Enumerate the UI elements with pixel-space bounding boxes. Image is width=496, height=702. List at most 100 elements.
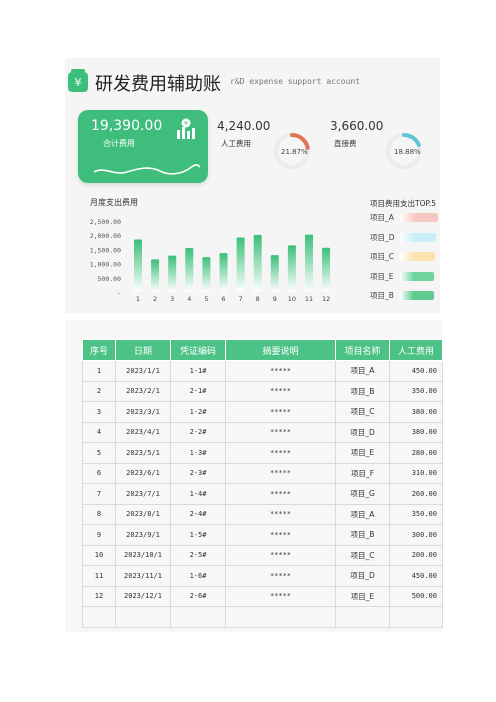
- table-row: 4 2023/4/1 2-2# ***** 项目_D 380.00: [82, 421, 443, 443]
- top5-title: 项目费用支出TOP.5: [370, 199, 436, 208]
- top5-item-bar: [400, 291, 434, 300]
- table-cell: *****: [225, 380, 336, 402]
- column-header: 摘要说明: [225, 339, 336, 361]
- monthly-chart-title: 月度支出费用: [90, 198, 138, 207]
- bar-month-10: [287, 245, 296, 292]
- table-cell: 500.00: [389, 585, 443, 607]
- table-row: 6 2023/6/1 2-3# ***** 项目_F 310.00: [82, 462, 443, 484]
- total-expense-value: 19,390.00: [91, 118, 163, 134]
- top5-item-bar: [400, 252, 436, 261]
- table-cell: 2-4#: [170, 503, 226, 525]
- table-cell: *****: [225, 421, 336, 443]
- table-cell: 2023/6/1: [115, 462, 171, 484]
- total-expense-card: 19,390.00 合计费用 ¥: [78, 110, 208, 183]
- table-cell: 300.00: [389, 524, 443, 546]
- x-tick-label: 10: [288, 295, 296, 303]
- bar-month-9: [270, 255, 279, 292]
- top5-item-label: 项目_B: [370, 291, 394, 300]
- bar-month-12: [322, 247, 331, 292]
- bar-month-7: [236, 237, 245, 292]
- table-cell: 350.00: [389, 380, 443, 402]
- table-cell: 2023/11/1: [115, 565, 171, 587]
- table-cell: 项目_C: [335, 544, 390, 566]
- table-cell: 9: [82, 524, 116, 546]
- bar-month-3: [168, 255, 177, 292]
- direct-ratio-arc: [386, 133, 422, 169]
- table-cell: *****: [225, 503, 336, 525]
- table-cell: [225, 606, 336, 628]
- table-cell: *****: [225, 462, 336, 484]
- column-header: 项目名称: [335, 339, 390, 361]
- table-cell: 350.00: [389, 503, 443, 525]
- table-cell: 2-3#: [170, 462, 226, 484]
- labor-ratio-label: 21.87%: [281, 148, 308, 156]
- table-cell: *****: [225, 544, 336, 566]
- table-cell: 7: [82, 483, 116, 505]
- labor-expense-label: 人工费用: [221, 139, 251, 148]
- table-row: 9 2023/9/1 1-5# ***** 项目_B 300.00: [82, 524, 443, 546]
- table-row: [82, 606, 443, 628]
- monthly-expense-chart: 2,500.00 2,000.00 1,500.00 1,000.00 500.00 - 1…: [90, 218, 331, 303]
- table-cell: 项目_G: [335, 483, 390, 505]
- table-cell: 280.00: [389, 442, 443, 464]
- table-cell: *****: [225, 442, 336, 464]
- top5-item-label: 项目_C: [370, 252, 394, 261]
- table-cell: *****: [225, 401, 336, 423]
- table-cell: 项目_C: [335, 401, 390, 423]
- table-cell: 项目_D: [335, 421, 390, 443]
- labor-expense-value: 4,240.00: [217, 119, 271, 133]
- table-cell: 310.00: [389, 462, 443, 484]
- bar-month-5: [202, 257, 211, 292]
- table-cell: 1: [82, 360, 116, 382]
- table-cell: *****: [225, 483, 336, 505]
- table-cell: *****: [225, 565, 336, 587]
- x-tick-label: 6: [221, 295, 225, 303]
- table-cell: 2023/7/1: [115, 483, 171, 505]
- table-row: 1 2023/1/1 1-1# ***** 项目_A 450.00: [82, 360, 443, 382]
- table-cell: 380.00: [389, 401, 443, 423]
- bar-month-2: [151, 259, 160, 292]
- table-cell: 项目_A: [335, 360, 390, 382]
- dashboard-panel: [65, 58, 440, 313]
- svg-text:¥: ¥: [184, 121, 188, 128]
- table-cell: 5: [82, 442, 116, 464]
- top5-item-label: 项目_D: [370, 232, 395, 242]
- top5-item-label: 项目_E: [370, 271, 394, 281]
- table-cell: 项目_D: [335, 565, 390, 587]
- table-cell: 2023/2/1: [115, 380, 171, 402]
- x-tick-label: 12: [322, 295, 330, 303]
- table-cell: 2023/5/1: [115, 442, 171, 464]
- x-tick-label: 4: [187, 295, 191, 303]
- table-cell: 项目_B: [335, 380, 390, 402]
- labor-expense-kpi: 4,240.00 人工费用 21.87%: [217, 112, 327, 182]
- trend-wave-line: [93, 163, 201, 175]
- bar-month-11: [305, 234, 313, 292]
- table-cell: 2-2#: [170, 421, 226, 443]
- table-cell: [115, 606, 171, 628]
- bar-month-6: [219, 253, 228, 292]
- page-title: 研发费用辅助账: [95, 74, 221, 95]
- column-header: 人工费用: [389, 339, 443, 361]
- table-row: 11 2023/11/1 1-6# ***** 项目_D 450.00: [82, 565, 443, 587]
- table-cell: 1-3#: [170, 442, 226, 464]
- table-cell: 2023/8/1: [115, 503, 171, 525]
- table-cell: 4: [82, 421, 116, 443]
- table-cell: *****: [225, 585, 336, 607]
- y-tick-label: -: [117, 289, 121, 297]
- table-cell: 1-6#: [170, 565, 226, 587]
- direct-ratio-donut: [386, 133, 422, 169]
- table-cell: [335, 606, 390, 628]
- table-cell: 200.00: [389, 544, 443, 566]
- x-tick-label: 5: [204, 295, 208, 303]
- table-cell: 2023/12/1: [115, 585, 171, 607]
- column-header: 序号: [82, 339, 116, 361]
- bar-month-4: [185, 247, 194, 292]
- direct-expense-label: 直接费: [334, 139, 357, 148]
- table-cell: 1-5#: [170, 524, 226, 546]
- table-cell: 2-5#: [170, 544, 226, 566]
- x-tick-label: 3: [170, 295, 174, 303]
- page-subtitle: r&D expense support account: [230, 77, 361, 86]
- table-row: 8 2023/8/1 2-4# ***** 项目_A 350.00: [82, 503, 443, 525]
- table-cell: 2-6#: [170, 585, 226, 607]
- direct-ratio-label: 18.88%: [394, 148, 421, 156]
